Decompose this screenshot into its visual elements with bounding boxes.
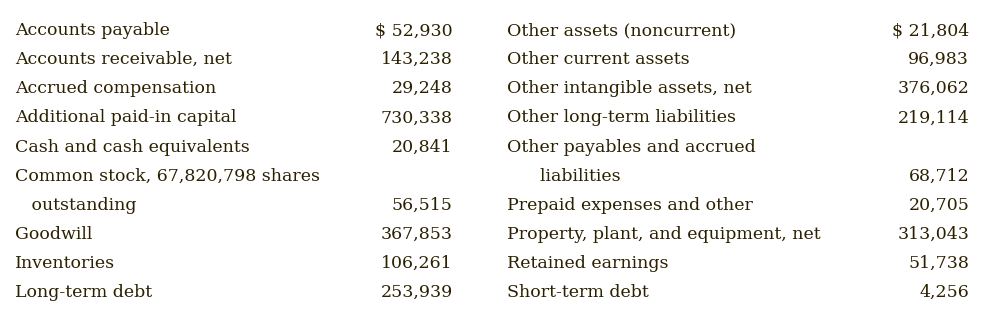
Text: 106,261: 106,261 [381,255,453,272]
Text: Other intangible assets, net: Other intangible assets, net [507,80,752,97]
Text: Other current assets: Other current assets [507,51,690,68]
Text: Long-term debt: Long-term debt [15,284,152,301]
Text: 376,062: 376,062 [897,80,969,97]
Text: 313,043: 313,043 [897,226,969,243]
Text: Retained earnings: Retained earnings [507,255,668,272]
Text: 96,983: 96,983 [908,51,969,68]
Text: $ 52,930: $ 52,930 [375,22,453,39]
Text: Other assets (noncurrent): Other assets (noncurrent) [507,22,736,39]
Text: 143,238: 143,238 [381,51,453,68]
Text: Accounts receivable, net: Accounts receivable, net [15,51,231,68]
Text: 367,853: 367,853 [381,226,453,243]
Text: 253,939: 253,939 [381,284,453,301]
Text: Other long-term liabilities: Other long-term liabilities [507,109,736,126]
Text: Accounts payable: Accounts payable [15,22,169,39]
Text: Inventories: Inventories [15,255,115,272]
Text: Short-term debt: Short-term debt [507,284,648,301]
Text: $ 21,804: $ 21,804 [892,22,969,39]
Text: 29,248: 29,248 [392,80,453,97]
Text: 20,705: 20,705 [908,197,969,214]
Text: liabilities: liabilities [507,168,620,185]
Text: Accrued compensation: Accrued compensation [15,80,216,97]
Text: 219,114: 219,114 [897,109,969,126]
Text: 730,338: 730,338 [381,109,453,126]
Text: Other payables and accrued: Other payables and accrued [507,139,756,156]
Text: 68,712: 68,712 [908,168,969,185]
Text: 4,256: 4,256 [919,284,969,301]
Text: 51,738: 51,738 [908,255,969,272]
Text: Goodwill: Goodwill [15,226,92,243]
Text: Cash and cash equivalents: Cash and cash equivalents [15,139,250,156]
Text: Additional paid-in capital: Additional paid-in capital [15,109,236,126]
Text: Prepaid expenses and other: Prepaid expenses and other [507,197,753,214]
Text: 20,841: 20,841 [392,139,453,156]
Text: outstanding: outstanding [15,197,136,214]
Text: Property, plant, and equipment, net: Property, plant, and equipment, net [507,226,821,243]
Text: Common stock, 67,820,798 shares: Common stock, 67,820,798 shares [15,168,320,185]
Text: 56,515: 56,515 [392,197,453,214]
